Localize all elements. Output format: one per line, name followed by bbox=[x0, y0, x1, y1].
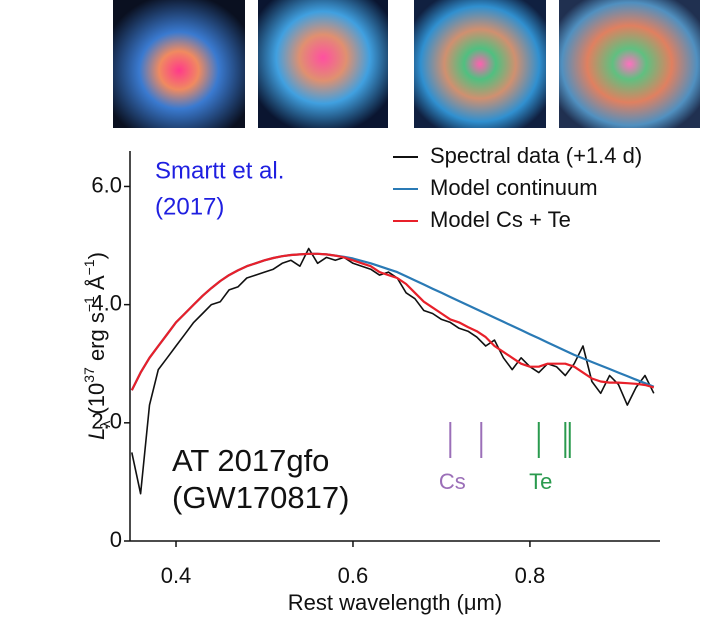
y-axis-label-part: λ bbox=[97, 421, 113, 428]
thumbnail bbox=[113, 0, 245, 128]
thumbnail bbox=[559, 0, 700, 128]
y-axis-label: Lλ (1037 erg s−1 Å−1) bbox=[81, 252, 113, 440]
thumbnail bbox=[258, 0, 388, 128]
line-marker-label: Te bbox=[529, 469, 552, 494]
y-axis-label-part: ) bbox=[84, 252, 109, 259]
legend-label: Model continuum bbox=[430, 175, 598, 200]
y-axis-label-part: Å bbox=[84, 275, 109, 296]
annotation: (GW170817) bbox=[172, 480, 349, 515]
y-axis-label-part: −1 bbox=[81, 296, 97, 312]
line-marker-label: Cs bbox=[439, 469, 466, 494]
y-axis-label-part: erg s bbox=[84, 312, 109, 367]
x-tick-label: 0.8 bbox=[515, 563, 546, 588]
x-tick-label: 0.6 bbox=[338, 563, 369, 588]
y-axis-label-part: −1 bbox=[81, 259, 97, 275]
x-axis-label: Rest wavelength (μm) bbox=[288, 590, 502, 615]
y-tick-label: 4.0 bbox=[91, 290, 122, 315]
thumbnail bbox=[414, 0, 546, 128]
y-axis-label-part: 37 bbox=[81, 367, 97, 383]
y-axis-label-part: (10 bbox=[84, 383, 109, 421]
series-line bbox=[130, 252, 655, 391]
legend-label: Model Cs + Te bbox=[430, 207, 571, 232]
annotation: AT 2017gfo bbox=[172, 443, 329, 478]
legend-label: Spectral data (+1.4 d) bbox=[430, 143, 642, 168]
series-line bbox=[131, 247, 655, 495]
y-axis-label-part: L bbox=[84, 428, 109, 440]
annotation: (2017) bbox=[155, 193, 224, 220]
y-tick-label: 0 bbox=[110, 527, 122, 552]
annotation: Smartt et al. bbox=[155, 157, 284, 184]
y-tick-label: 2.0 bbox=[91, 409, 122, 434]
y-tick-label: 6.0 bbox=[91, 172, 122, 197]
plot: 0 2.0 4.0 6.0 0.4 0.6 0.8 Rest wavelength (μm) L… bbox=[81, 143, 660, 615]
x-tick-label: 0.4 bbox=[161, 563, 192, 588]
